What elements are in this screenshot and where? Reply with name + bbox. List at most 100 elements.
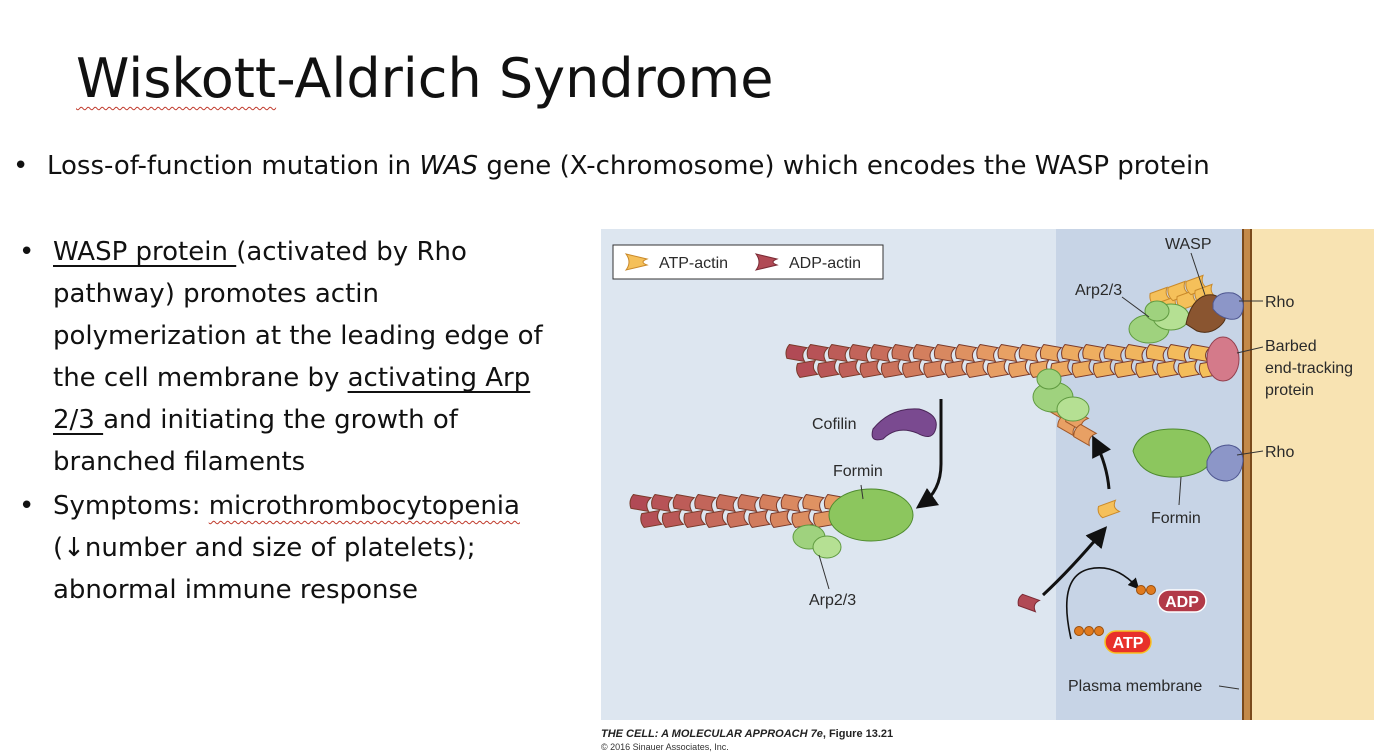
bullet2-wasp: WASP protein bbox=[53, 237, 237, 267]
caption-book: THE CELL: A MOLECULAR APPROACH 7e bbox=[601, 728, 823, 740]
atp-badge-label: ATP bbox=[1113, 635, 1144, 652]
legend-box bbox=[612, 244, 884, 280]
actin-subunit bbox=[640, 509, 664, 528]
label-barbed-1: Barbed bbox=[1265, 338, 1317, 355]
actin-subunit bbox=[785, 344, 809, 363]
actin-subunit bbox=[769, 509, 793, 528]
actin-subunit bbox=[780, 494, 804, 513]
actin-subunit bbox=[802, 494, 826, 513]
bullet-loss-of-function: • Loss-of-function mutation in WAS gene … bbox=[13, 147, 1277, 185]
actin-subunit bbox=[726, 509, 750, 528]
legend-atp-label: ATP-actin bbox=[659, 255, 728, 272]
actin-subunit bbox=[715, 494, 739, 513]
bullet1-text-1: Loss-of-function mutation in bbox=[47, 151, 420, 181]
actin-subunit bbox=[737, 494, 761, 513]
leader-lines bbox=[818, 252, 1264, 690]
actin-subunit bbox=[827, 344, 851, 363]
actin-subunit bbox=[933, 344, 957, 363]
bullet1-text-2: gene (X-chromosome) which encodes the WA… bbox=[478, 151, 1210, 181]
legend-adp-icon bbox=[754, 253, 779, 271]
actin-subunit bbox=[791, 509, 815, 528]
actin-subunit bbox=[1114, 359, 1137, 378]
label-barbed-3: protein bbox=[1265, 382, 1314, 399]
actin-subunit bbox=[880, 359, 904, 378]
actin-subunit bbox=[806, 344, 830, 363]
actin-subunit bbox=[912, 344, 936, 363]
label-plasma-membrane: Plasma membrane bbox=[1068, 678, 1202, 695]
label-arp23-top: Arp2/3 bbox=[1075, 282, 1122, 299]
actin-subunit bbox=[1092, 359, 1116, 378]
actin-subunit bbox=[1018, 344, 1042, 363]
actin-subunit bbox=[1177, 359, 1201, 378]
actin-subunit bbox=[759, 494, 782, 513]
actin-subunit bbox=[1073, 423, 1098, 447]
caption-figure: , Figure 13.21 bbox=[822, 728, 894, 740]
actin-subunit bbox=[1124, 344, 1148, 363]
atp-badge: ATP bbox=[1074, 626, 1152, 654]
actin-subunit bbox=[859, 359, 883, 378]
cofilin-protein bbox=[871, 408, 937, 441]
bullet2-text-1: (activated by Rho pathway) promotes acti… bbox=[53, 237, 543, 393]
formin-left-protein bbox=[828, 488, 914, 542]
adp-badge-label: ADP bbox=[1165, 594, 1199, 611]
actin-subunit bbox=[870, 344, 894, 363]
actin-subunit bbox=[1156, 359, 1180, 378]
rho-bottom-protein bbox=[1206, 444, 1244, 482]
formin-right-protein bbox=[1132, 428, 1212, 478]
bullet-wasp-protein: • WASP protein (activated by Rho pathway… bbox=[19, 231, 573, 483]
actin-subunit bbox=[1145, 344, 1169, 363]
actin-subunit bbox=[849, 344, 872, 363]
actin-subunit bbox=[965, 359, 989, 378]
label-cofilin: Cofilin bbox=[812, 416, 856, 433]
actin-subunit bbox=[1103, 344, 1127, 363]
actin-subunit bbox=[902, 359, 925, 378]
label-formin-left: Formin bbox=[833, 463, 883, 480]
bullet3-text-2: (↓number and size of platelets); abnorma… bbox=[53, 533, 476, 605]
bullet1-gene: WAS bbox=[419, 151, 479, 181]
actin-subunit bbox=[955, 344, 978, 363]
bullet-symptoms: • Symptoms: microthrombocytopenia (↓numb… bbox=[19, 485, 583, 611]
actin-subunit bbox=[1167, 344, 1190, 363]
label-barbed-2: end-tracking bbox=[1265, 360, 1353, 377]
legend-adp-label: ADP-actin bbox=[789, 255, 861, 272]
arp23-complex-bottom bbox=[792, 524, 842, 559]
plasma-membrane-core bbox=[1244, 229, 1250, 720]
actin-subunit bbox=[651, 494, 674, 513]
arrow-depolymerize bbox=[915, 399, 943, 509]
barbed-end-cap bbox=[1206, 336, 1240, 382]
label-wasp: WASP bbox=[1165, 236, 1212, 253]
actin-polymerization-figure: ATP-actin ADP-actin bbox=[601, 229, 1374, 720]
actin-subunit bbox=[986, 359, 1010, 378]
actin-subunit bbox=[661, 509, 685, 528]
legend-atp-icon bbox=[624, 253, 649, 271]
actin-subunit bbox=[1135, 359, 1159, 378]
arrow-to-branch bbox=[1092, 435, 1111, 490]
label-rho-bottom: Rho bbox=[1265, 444, 1294, 461]
arp23-complex-branch bbox=[1032, 368, 1090, 422]
actin-subunit bbox=[944, 359, 968, 378]
actin-subunit bbox=[748, 509, 772, 528]
legend: ATP-actin ADP-actin bbox=[612, 244, 884, 280]
bullet3-text-1: Symptoms: bbox=[53, 491, 209, 521]
arrow-atp-to-adp bbox=[1065, 567, 1140, 640]
actin-subunit bbox=[694, 494, 718, 513]
actin-subunit bbox=[1082, 344, 1106, 363]
bullet-dot: • bbox=[13, 151, 29, 181]
title-word-wiskott: Wiskott bbox=[76, 47, 277, 110]
bullet2-text-2: and initiating the growth of branched fi… bbox=[53, 405, 458, 477]
label-rho-top: Rho bbox=[1265, 294, 1294, 311]
bullet2-activating: activating Arp 2/3 bbox=[53, 363, 531, 435]
actin-subunit bbox=[705, 509, 728, 528]
actin-subunit bbox=[796, 359, 819, 378]
actin-subunit bbox=[683, 509, 707, 528]
extracellular-zone bbox=[1250, 229, 1374, 720]
actin-subunit bbox=[1008, 359, 1031, 378]
adp-badge: ADP bbox=[1136, 585, 1207, 613]
actin-subunit bbox=[817, 359, 841, 378]
actin-subunit bbox=[891, 344, 915, 363]
actin-subunit bbox=[1039, 344, 1063, 363]
actin-subunit bbox=[1071, 359, 1095, 378]
figure-copyright: © 2016 Sinauer Associates, Inc. bbox=[601, 742, 729, 752]
label-formin-right: Formin bbox=[1151, 510, 1201, 527]
actin-subunit bbox=[976, 344, 1000, 363]
